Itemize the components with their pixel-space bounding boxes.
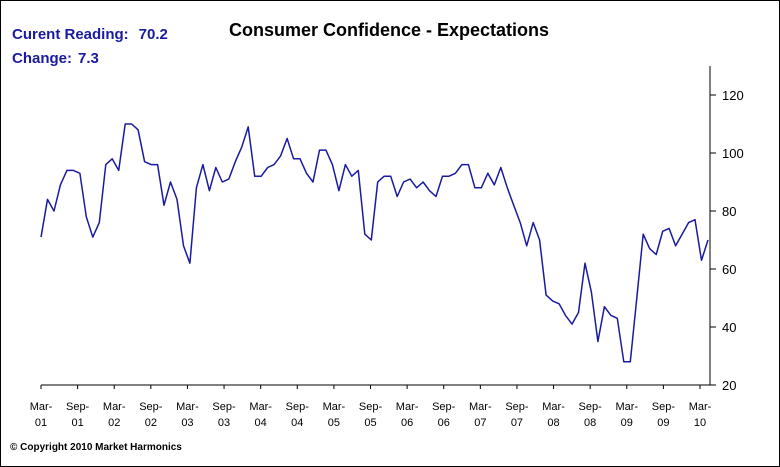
- x-tick-label-year: 08: [547, 417, 559, 429]
- x-tick-label-month: Sep-: [432, 401, 456, 413]
- x-tick-label-year: 02: [145, 417, 157, 429]
- y-tick-label: 100: [722, 146, 744, 161]
- change-label: Change:: [12, 50, 72, 67]
- x-tick-label-year: 03: [181, 417, 193, 429]
- x-tick-label-year: 10: [694, 417, 706, 429]
- x-tick-label-month: Sep-: [652, 401, 676, 413]
- x-tick-label-month: Mar-: [103, 401, 126, 413]
- x-tick-label-month: Mar-: [396, 401, 419, 413]
- x-tick-label-month: Sep-: [286, 401, 310, 413]
- x-tick-label-year: 04: [291, 417, 303, 429]
- x-tick-label-year: 06: [438, 417, 450, 429]
- x-tick-label-year: 06: [401, 417, 413, 429]
- series-line-0: [40, 123, 709, 363]
- chart-title: Consumer Confidence - Expectations: [229, 20, 550, 40]
- y-tick-label: 80: [722, 204, 736, 219]
- current-reading-value: 70.2: [138, 26, 168, 43]
- current-reading-label: Curent Reading:: [12, 26, 129, 43]
- x-tick-label-month: Sep-: [579, 401, 603, 413]
- x-tick-label-month: Mar-: [542, 401, 565, 413]
- x-tick-label-month: Sep-: [359, 401, 383, 413]
- y-tick-label: 60: [722, 262, 736, 277]
- y-tick-label: 40: [722, 320, 736, 335]
- x-tick-label-month: Mar-: [176, 401, 199, 413]
- x-tick-label-year: 07: [511, 417, 523, 429]
- y-tick-label: 120: [722, 88, 744, 103]
- x-tick-label-month: Mar-: [615, 401, 638, 413]
- x-tick-label-year: 05: [328, 417, 340, 429]
- x-tick-label-month: Sep-: [505, 401, 529, 413]
- x-tick-label-year: 07: [474, 417, 486, 429]
- x-tick-label-month: Mar-: [249, 401, 272, 413]
- copyright-notice: © Copyright 2010 Market Harmonics: [10, 442, 182, 453]
- x-tick-label-year: 08: [584, 417, 596, 429]
- x-tick-label-year: 01: [71, 417, 83, 429]
- x-tick-label-year: 09: [621, 417, 633, 429]
- x-tick-label-year: 05: [364, 417, 376, 429]
- x-tick-label-month: Mar-: [689, 401, 712, 413]
- x-tick-label-month: Mar-: [323, 401, 346, 413]
- x-tick-label-month: Mar-: [469, 401, 492, 413]
- current-reading: Curent Reading: 70.2: [12, 26, 168, 43]
- change-reading: Change: 7.3: [12, 50, 99, 67]
- x-tick-label-month: Sep-: [66, 401, 90, 413]
- x-tick-label-year: 03: [218, 417, 230, 429]
- change-value: 7.3: [78, 50, 99, 67]
- x-tick-label-year: 09: [657, 417, 669, 429]
- x-tick-label-month: Sep-: [212, 401, 236, 413]
- y-tick-label: 20: [722, 378, 736, 393]
- x-tick-label-month: Mar-: [30, 401, 53, 413]
- x-tick-label-year: 01: [35, 417, 47, 429]
- x-tick-label-year: 04: [255, 417, 267, 429]
- x-tick-label-year: 02: [108, 417, 120, 429]
- x-tick-label-month: Sep-: [139, 401, 163, 413]
